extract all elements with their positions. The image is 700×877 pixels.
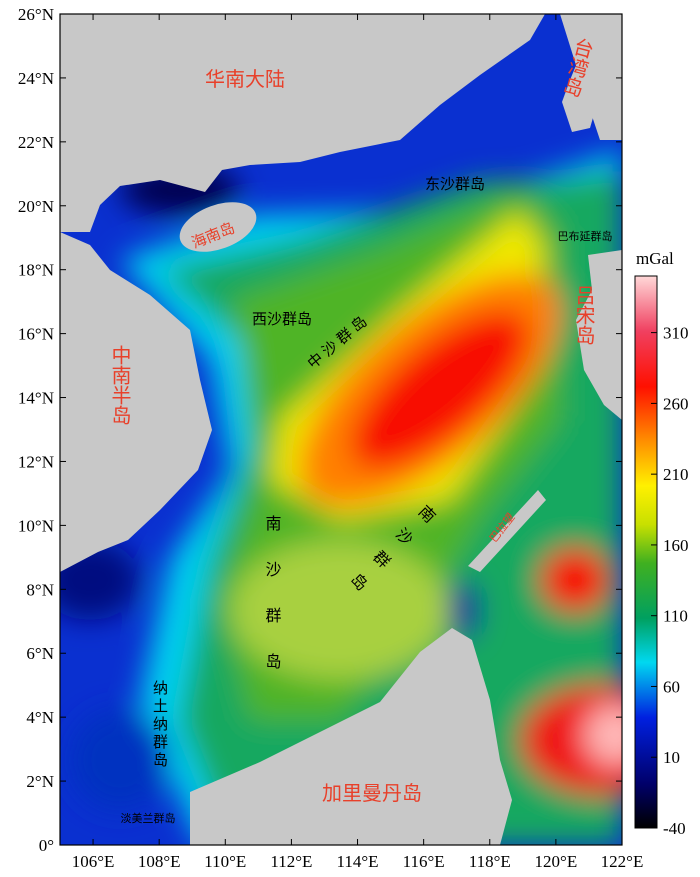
x-tick-label: 118°E — [469, 852, 511, 871]
place-label: 中南半岛 — [108, 345, 132, 425]
colorbar-tick-label: 260 — [663, 394, 689, 413]
y-tick-label: 16°N — [18, 325, 54, 344]
x-tick-label: 114°E — [336, 852, 378, 871]
x-tick-label: 110°E — [204, 852, 246, 871]
colorbar-title: mGal — [636, 249, 674, 268]
anomaly-field — [60, 14, 622, 845]
plot-frame — [59, 13, 623, 846]
y-tick-label: 20°N — [18, 197, 54, 216]
colorbar — [634, 275, 658, 829]
place-label: 华南大陆 — [205, 67, 285, 91]
x-tick-label: 112°E — [270, 852, 312, 871]
x-tick-label: 116°E — [403, 852, 445, 871]
place-label: 东沙群岛 — [425, 175, 485, 193]
place-label: 淡美兰群岛 — [121, 811, 176, 825]
x-tick-label: 120°E — [535, 852, 578, 871]
colorbar-tick-label: 110 — [663, 607, 688, 626]
y-tick-label: 2°N — [26, 772, 54, 791]
y-tick-label: 12°N — [18, 452, 54, 471]
x-tick-label: 106°E — [72, 852, 115, 871]
y-tick-label: 10°N — [18, 516, 54, 535]
y-tick-label: 22°N — [18, 133, 54, 152]
place-label: 西沙群岛 — [252, 310, 312, 328]
x-tick-label: 122°E — [601, 852, 644, 871]
place-label: 吕宋岛 — [572, 285, 596, 345]
y-tick-label: 26°N — [18, 5, 54, 24]
colorbar-tick-label: 10 — [663, 748, 680, 767]
place-label: 加里曼丹岛 — [322, 781, 422, 805]
y-tick-label: 24°N — [18, 69, 54, 88]
colorbar-tick-label: 210 — [663, 465, 689, 484]
y-tick-label: 4°N — [26, 708, 54, 727]
colorbar-tick-label: 160 — [663, 536, 689, 555]
land — [60, 14, 622, 845]
colorbar-tick-label: 60 — [663, 677, 680, 696]
place-label: 南沙群岛 — [263, 515, 282, 699]
y-tick-label: 18°N — [18, 261, 54, 280]
y-tick-label: 0° — [39, 836, 54, 855]
y-tick-label: 8°N — [26, 580, 54, 599]
colorbar-tick-label: 310 — [663, 324, 689, 343]
y-tick-label: 14°N — [18, 389, 54, 408]
place-label: 巴布延群岛 — [558, 229, 613, 243]
place-label: 纳土纳群岛 — [151, 680, 169, 770]
colorbar-tick-label: -40 — [663, 819, 686, 838]
x-tick-label: 108°E — [138, 852, 181, 871]
y-tick-label: 6°N — [26, 644, 54, 663]
